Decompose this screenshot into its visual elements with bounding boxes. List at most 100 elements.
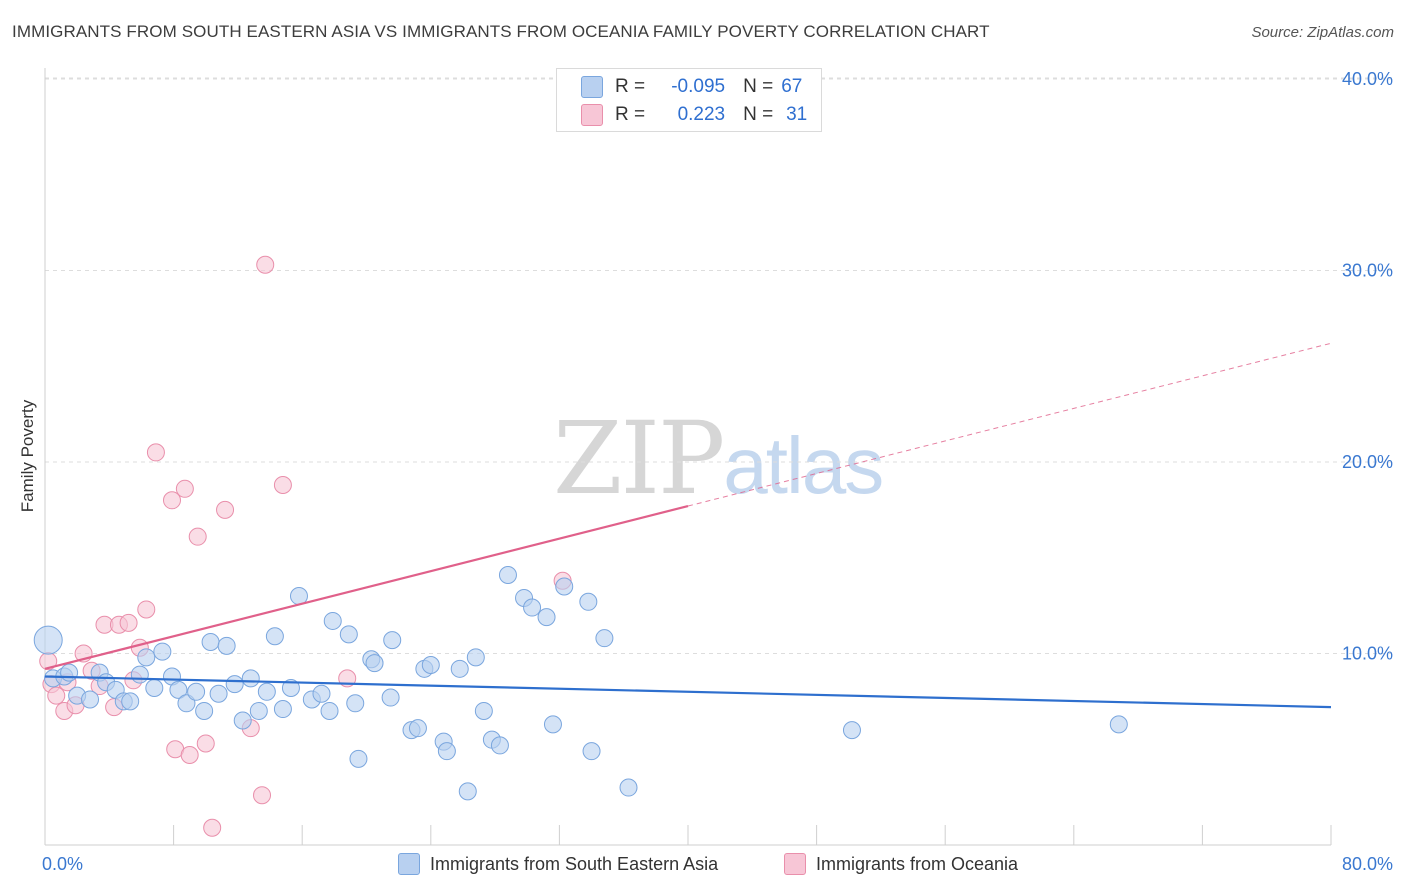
sea-point [81,690,100,709]
sea-point [595,629,614,648]
oceania-point [188,527,207,546]
sea-point [619,778,638,797]
oceania-trend-extension [687,342,1332,507]
legend-n-label: N = [743,76,774,97]
sea-point [249,701,268,720]
sea-point [349,749,368,768]
sea-point [490,736,509,755]
sea-point [187,682,206,701]
oceania-point [216,500,235,519]
correlation-legend: R = -0.095 N = 67 R = 0.223 N = 31 [556,68,822,132]
sea-point [169,680,188,699]
sea-point [523,598,542,617]
y-tick-label: 20.0% [1342,452,1393,472]
watermark-atlas: atlas [723,421,884,510]
bottom-legend-series2: Immigrants from Oceania [784,852,1018,876]
sea-point [381,688,400,707]
oceania-point [162,491,181,510]
oceania-point [253,786,272,805]
sea-point [225,675,244,694]
sea-point [201,633,220,652]
sea-point [421,655,440,674]
oceania-point [137,600,156,619]
sea-point [842,721,861,740]
legend-swatch-pink [581,104,603,126]
sea-point [153,642,172,661]
sea-point [177,694,196,713]
legend-swatch-blue [581,76,603,98]
y-tick-label: 40.0% [1342,69,1393,89]
sea-point [458,782,477,801]
bottom-legend-swatch-pink [784,853,806,875]
oceania-point [196,734,215,753]
legend-n-value: 31 [786,104,808,125]
oceania-trend-line [44,504,689,670]
sea-point [408,719,427,738]
legend-n-value: 67 [781,76,803,97]
sea-point [474,701,493,720]
chart-title: IMMIGRANTS FROM SOUTH EASTERN ASIA VS IM… [12,22,990,41]
oceania-point [146,443,165,462]
sea-point [537,608,556,627]
source-attribution: Source: ZipAtlas.com [1251,24,1394,41]
sea-point [437,742,456,761]
legend-row-series2: R = 0.223 N = 31 [581,103,807,127]
y-tick-label: 10.0% [1342,644,1393,664]
sea-point [130,665,149,684]
sea-point [137,648,156,667]
sea-point [195,701,214,720]
sea-point [555,577,574,596]
y-tick-label: 30.0% [1342,261,1393,281]
sea-point [217,636,236,655]
sea-point [383,631,402,650]
legend-n-label: N = [743,104,774,125]
oceania-point [256,255,275,274]
sea-point [450,659,469,678]
sea-point [346,694,365,713]
oceania-point [47,686,66,705]
sea-point [281,678,300,697]
legend-row-series1: R = -0.095 N = 67 [581,75,802,99]
sea-point [233,711,252,730]
oceania-point [119,613,138,632]
watermark: ZIPatlas [553,400,884,517]
sea-point [60,663,79,682]
legend-r-label: R = [615,104,646,125]
sea-point [323,611,342,630]
sea-point [543,715,562,734]
sea-point [320,701,339,720]
oceania-point [203,818,222,837]
watermark-zip: ZIP [553,400,725,517]
sea-point [579,592,598,611]
sea-point [241,669,260,688]
sea-point [498,565,517,584]
y-axis-label: Family Poverty [18,399,37,513]
sea-trend-line [44,675,1332,709]
sea-point [1109,715,1128,734]
bottom-legend-series1: Immigrants from South Eastern Asia [398,852,718,876]
legend-r-label: R = [615,76,646,97]
oceania-point [175,479,194,498]
sea-point [265,627,284,646]
bottom-legend-label: Immigrants from South Eastern Asia [430,853,719,874]
legend-r-value: 0.223 [677,104,726,125]
bottom-legend-label: Immigrants from Oceania [816,853,1019,874]
sea-point [33,625,63,655]
sea-point [339,625,358,644]
sea-point [121,692,140,711]
sea-point [582,742,601,761]
sea-point [466,648,485,667]
oceania-point [180,745,199,764]
x-tick-label: 0.0% [42,854,83,874]
sea-point [209,684,228,703]
bottom-legend-swatch-blue [398,853,420,875]
sea-point [273,700,292,719]
oceania-point [273,475,292,494]
sea-point [312,684,331,703]
x-tick-label: 80.0% [1342,854,1393,874]
legend-r-value: -0.095 [671,76,726,97]
sea-point [257,682,276,701]
sea-point [365,654,384,673]
sea-point [145,678,164,697]
